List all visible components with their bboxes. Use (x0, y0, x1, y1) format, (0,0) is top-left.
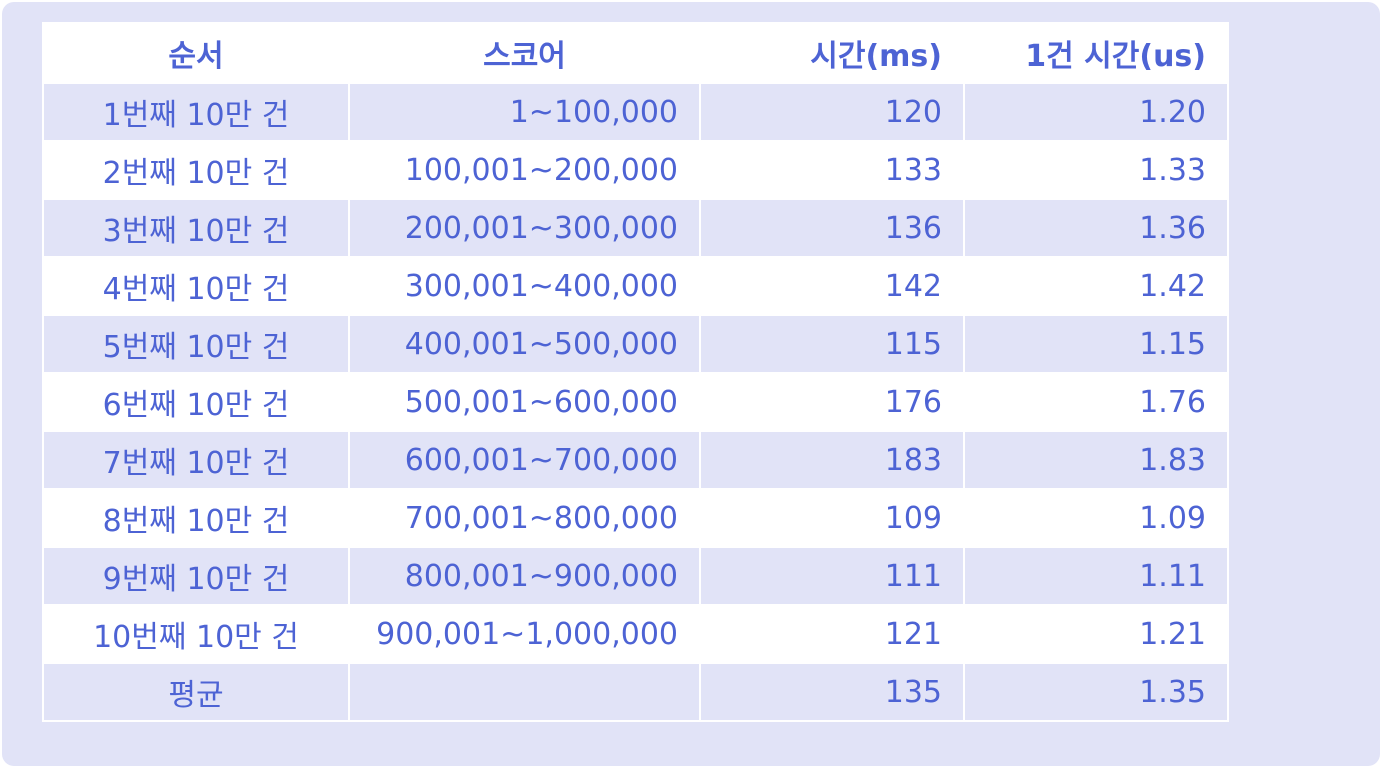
cell-per-item-us: 1.36 (963, 198, 1229, 258)
cell-order: 2번째 10만 건 (42, 140, 350, 200)
table-row: 10번째 10만 건 900,001~1,000,000 121 1.21 (42, 604, 1229, 664)
cell-score: 100,001~200,000 (348, 140, 701, 200)
cell-per-item-us: 1.42 (963, 256, 1229, 316)
cell-per-item-us: 1.83 (963, 430, 1229, 490)
cell-score: 600,001~700,000 (348, 430, 701, 490)
table-row: 7번째 10만 건 600,001~700,000 183 1.83 (42, 430, 1229, 490)
cell-order: 6번째 10만 건 (42, 372, 350, 432)
table-row: 1번째 10만 건 1~100,000 120 1.20 (42, 82, 1229, 142)
cell-order: 5번째 10만 건 (42, 314, 350, 374)
cell-score: 300,001~400,000 (348, 256, 701, 316)
table-body: 1번째 10만 건 1~100,000 120 1.20 2번째 10만 건 100,00… (42, 82, 1229, 722)
cell-time-ms: 109 (699, 488, 965, 548)
header-row: 순서 스코어 시간(ms) 1건 시간(us) (42, 22, 1229, 84)
cell-score: 500,001~600,000 (348, 372, 701, 432)
cell-score: 800,001~900,000 (348, 546, 701, 606)
table-row: 2번째 10만 건 100,001~200,000 133 1.33 (42, 140, 1229, 200)
cell-time-ms: 136 (699, 198, 965, 258)
table-row: 8번째 10만 건 700,001~800,000 109 1.09 (42, 488, 1229, 548)
cell-time-ms: 183 (699, 430, 965, 490)
cell-per-item-us: 1.21 (963, 604, 1229, 664)
cell-score: 900,001~1,000,000 (348, 604, 701, 664)
cell-order: 평균 (42, 662, 350, 722)
header-order: 순서 (42, 22, 350, 84)
cell-score: 700,001~800,000 (348, 488, 701, 548)
cell-time-ms: 120 (699, 82, 965, 142)
cell-order: 10번째 10만 건 (42, 604, 350, 664)
cell-time-ms: 135 (699, 662, 965, 722)
cell-time-ms: 121 (699, 604, 965, 664)
table-row: 평균 135 1.35 (42, 662, 1229, 722)
cell-time-ms: 111 (699, 546, 965, 606)
cell-per-item-us: 1.09 (963, 488, 1229, 548)
header-time-ms: 시간(ms) (699, 22, 965, 84)
table-row: 4번째 10만 건 300,001~400,000 142 1.42 (42, 256, 1229, 316)
cell-order: 3번째 10만 건 (42, 198, 350, 258)
cell-score: 1~100,000 (348, 82, 701, 142)
cell-per-item-us: 1.15 (963, 314, 1229, 374)
cell-order: 4번째 10만 건 (42, 256, 350, 316)
cell-score (348, 662, 701, 722)
table-row: 9번째 10만 건 800,001~900,000 111 1.11 (42, 546, 1229, 606)
cell-order: 1번째 10만 건 (42, 82, 350, 142)
cell-time-ms: 176 (699, 372, 965, 432)
cell-order: 9번째 10만 건 (42, 546, 350, 606)
cell-per-item-us: 1.20 (963, 82, 1229, 142)
benchmark-table: 순서 스코어 시간(ms) 1건 시간(us) 1번째 10만 건 1~100,0… (42, 22, 1229, 722)
cell-time-ms: 133 (699, 140, 965, 200)
cell-time-ms: 142 (699, 256, 965, 316)
cell-order: 8번째 10만 건 (42, 488, 350, 548)
cell-per-item-us: 1.76 (963, 372, 1229, 432)
table-row: 6번째 10만 건 500,001~600,000 176 1.76 (42, 372, 1229, 432)
cell-order: 7번째 10만 건 (42, 430, 350, 490)
cell-score: 200,001~300,000 (348, 198, 701, 258)
cell-time-ms: 115 (699, 314, 965, 374)
cell-per-item-us: 1.33 (963, 140, 1229, 200)
cell-per-item-us: 1.11 (963, 546, 1229, 606)
table-row: 5번째 10만 건 400,001~500,000 115 1.15 (42, 314, 1229, 374)
cell-per-item-us: 1.35 (963, 662, 1229, 722)
header-per-item-us: 1건 시간(us) (963, 22, 1229, 84)
header-score: 스코어 (348, 22, 701, 84)
table-row: 3번째 10만 건 200,001~300,000 136 1.36 (42, 198, 1229, 258)
cell-score: 400,001~500,000 (348, 314, 701, 374)
